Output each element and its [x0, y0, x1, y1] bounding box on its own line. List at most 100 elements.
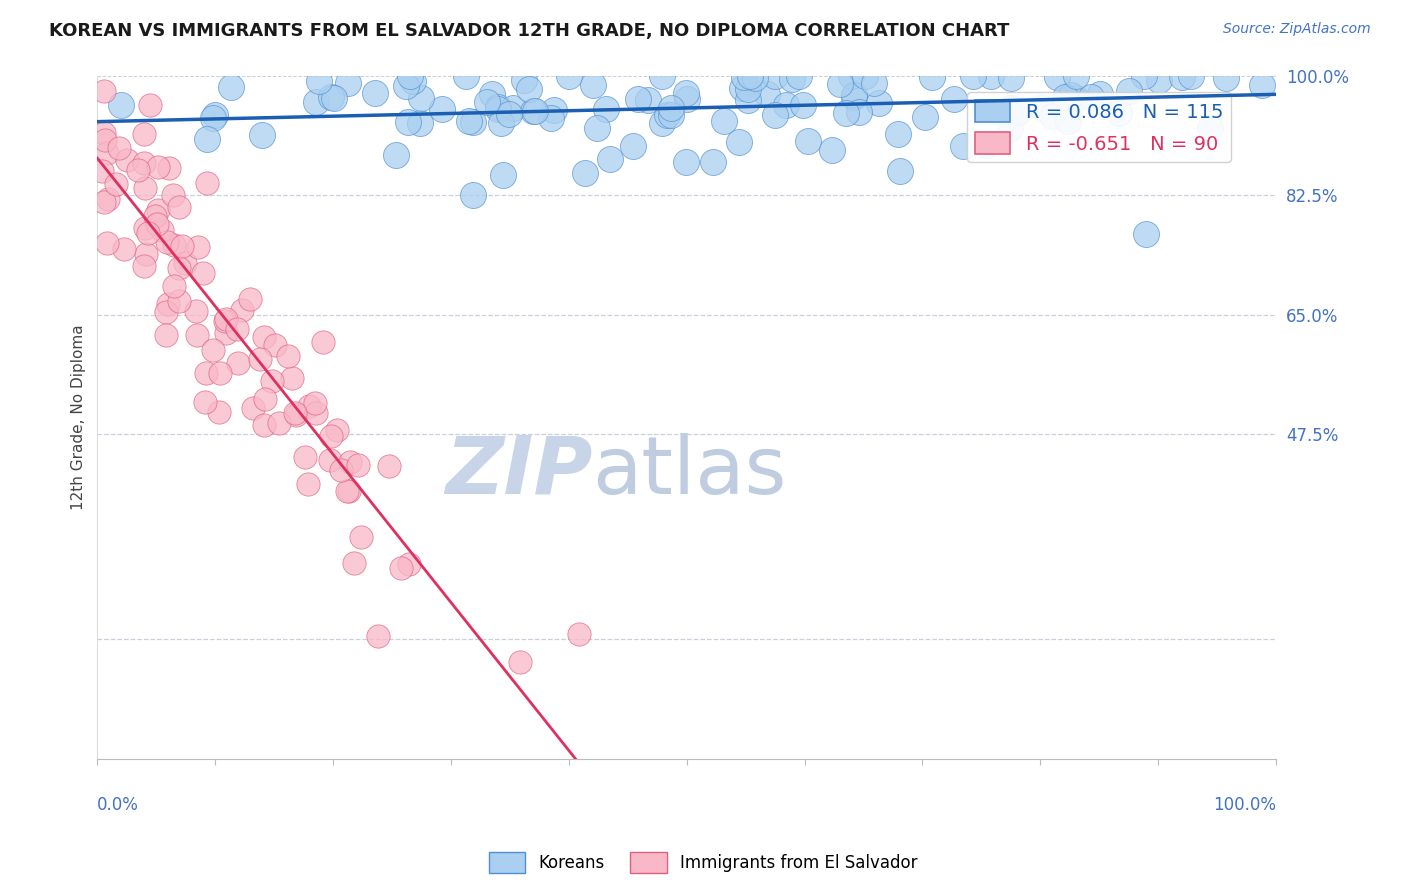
Point — [830, 77, 852, 91]
Point — [385, 148, 408, 162]
Point — [170, 239, 193, 253]
Point — [727, 136, 749, 150]
Point — [155, 327, 177, 342]
Text: KOREAN VS IMMIGRANTS FROM EL SALVADOR 12TH GRADE, NO DIPLOMA CORRELATION CHART: KOREAN VS IMMIGRANTS FROM EL SALVADOR 12… — [49, 22, 1010, 40]
Point — [339, 455, 361, 469]
Point — [96, 146, 118, 161]
Point — [294, 450, 316, 464]
Point — [173, 256, 195, 270]
Point — [336, 484, 359, 499]
Point — [848, 105, 870, 120]
Point — [486, 99, 509, 113]
Point — [1171, 70, 1194, 85]
Point — [522, 103, 544, 118]
Point — [889, 164, 911, 178]
Text: atlas: atlas — [592, 433, 787, 511]
Point — [651, 116, 673, 130]
Point — [1135, 227, 1157, 241]
Point — [337, 76, 360, 90]
Point — [637, 93, 659, 107]
Point — [582, 78, 605, 93]
Point — [508, 655, 530, 669]
Point — [868, 95, 890, 110]
Point — [195, 176, 218, 190]
Point — [134, 221, 156, 235]
Point — [347, 458, 370, 472]
Point — [134, 259, 156, 273]
Point — [409, 115, 432, 129]
Point — [312, 334, 335, 349]
Point — [976, 138, 998, 153]
Point — [146, 202, 169, 217]
Point — [1064, 69, 1087, 83]
Point — [132, 128, 155, 142]
Point — [517, 81, 540, 95]
Point — [1080, 90, 1102, 104]
Point — [1029, 100, 1052, 114]
Point — [409, 91, 432, 105]
Text: 0.0%: 0.0% — [97, 797, 139, 814]
Point — [524, 103, 547, 118]
Point — [952, 139, 974, 153]
Point — [115, 153, 138, 167]
Point — [204, 108, 226, 122]
Point — [491, 116, 513, 130]
Point — [1000, 71, 1022, 86]
Point — [321, 429, 343, 443]
Text: Source: ZipAtlas.com: Source: ZipAtlas.com — [1223, 22, 1371, 37]
Point — [155, 235, 177, 249]
Point — [155, 305, 177, 319]
Point — [93, 133, 115, 147]
Point — [219, 80, 242, 95]
Legend: R = 0.086   N = 115, R = -0.651   N = 90: R = 0.086 N = 115, R = -0.651 N = 90 — [967, 92, 1232, 162]
Point — [675, 87, 697, 101]
Point — [167, 260, 190, 275]
Point — [285, 408, 308, 422]
Text: ZIP: ZIP — [446, 433, 592, 511]
Point — [93, 84, 115, 98]
Point — [731, 81, 754, 95]
Point — [486, 102, 509, 116]
Point — [1046, 70, 1069, 85]
Point — [298, 399, 321, 413]
Point — [655, 108, 678, 122]
Point — [1056, 114, 1078, 128]
Point — [367, 629, 389, 643]
Point — [842, 88, 865, 103]
Point — [1064, 90, 1087, 104]
Point — [249, 352, 271, 367]
Point — [1251, 78, 1274, 92]
Point — [150, 223, 173, 237]
Point — [675, 155, 697, 169]
Point — [1042, 109, 1064, 123]
Point — [112, 242, 135, 256]
Point — [797, 134, 820, 148]
Point — [713, 113, 735, 128]
Point — [97, 192, 120, 206]
Point — [191, 266, 214, 280]
Point — [163, 238, 186, 252]
Point — [136, 226, 159, 240]
Point — [269, 416, 291, 430]
Point — [194, 394, 217, 409]
Point — [326, 423, 349, 437]
Point — [214, 314, 236, 328]
Point — [839, 69, 862, 83]
Point — [396, 114, 419, 128]
Point — [492, 168, 515, 182]
Point — [139, 98, 162, 112]
Point — [737, 93, 759, 107]
Point — [208, 405, 231, 419]
Point — [208, 366, 231, 380]
Point — [110, 98, 132, 112]
Point — [157, 161, 180, 176]
Point — [835, 106, 858, 120]
Point — [186, 304, 208, 318]
Point — [378, 458, 401, 473]
Point — [398, 557, 420, 571]
Point — [297, 477, 319, 491]
Point — [1053, 90, 1076, 104]
Point — [132, 156, 155, 170]
Point — [146, 217, 169, 231]
Point — [1199, 120, 1222, 135]
